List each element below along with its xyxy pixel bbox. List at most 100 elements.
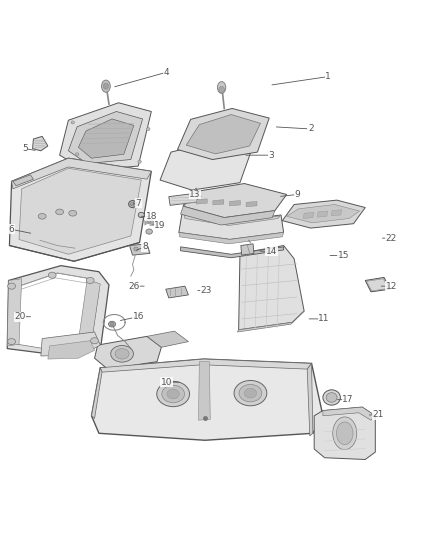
Ellipse shape [56,209,64,215]
Ellipse shape [234,381,267,406]
Ellipse shape [115,349,129,359]
Polygon shape [78,119,134,158]
Polygon shape [183,188,196,206]
Polygon shape [230,200,240,206]
Text: 14: 14 [266,247,277,256]
Ellipse shape [111,345,134,362]
Ellipse shape [8,338,15,345]
Text: 15: 15 [338,251,349,260]
Ellipse shape [162,385,184,403]
Ellipse shape [138,212,145,217]
Ellipse shape [75,153,79,156]
Polygon shape [365,277,390,292]
Polygon shape [92,368,102,418]
Polygon shape [179,232,284,244]
Polygon shape [331,210,342,216]
Ellipse shape [244,389,257,398]
Polygon shape [48,341,95,359]
Ellipse shape [146,229,152,234]
Text: 21: 21 [373,410,384,419]
Polygon shape [179,214,284,239]
Polygon shape [246,201,257,207]
Polygon shape [287,205,360,223]
Ellipse shape [110,322,114,326]
Polygon shape [367,279,389,291]
Polygon shape [307,364,313,436]
Polygon shape [303,212,314,219]
Polygon shape [239,246,304,330]
Text: 17: 17 [342,395,353,404]
Ellipse shape [333,417,357,450]
Text: 6: 6 [9,225,14,234]
Ellipse shape [239,384,262,402]
Ellipse shape [8,283,15,289]
Polygon shape [196,199,207,204]
Ellipse shape [336,422,353,445]
Text: 3: 3 [268,151,274,160]
Polygon shape [95,336,161,369]
Polygon shape [100,359,311,372]
Ellipse shape [91,338,99,344]
Ellipse shape [102,80,110,92]
Polygon shape [317,211,328,217]
Polygon shape [12,158,151,189]
Text: 4: 4 [164,68,170,77]
Polygon shape [13,175,33,185]
Polygon shape [7,265,109,356]
Polygon shape [186,115,261,154]
Text: 5: 5 [22,144,28,153]
Text: 2: 2 [308,125,314,133]
Text: 1: 1 [325,72,331,81]
Polygon shape [60,103,151,171]
Ellipse shape [38,213,46,219]
Polygon shape [237,311,304,332]
Ellipse shape [157,381,190,407]
Ellipse shape [103,83,109,89]
Ellipse shape [131,202,135,206]
Polygon shape [147,331,188,348]
Polygon shape [41,332,100,356]
Polygon shape [32,136,48,151]
Text: 23: 23 [200,286,212,295]
Ellipse shape [219,86,224,93]
Polygon shape [10,158,151,261]
Ellipse shape [167,389,179,399]
Text: 19: 19 [154,221,166,230]
Polygon shape [184,215,280,225]
Ellipse shape [48,272,56,278]
Polygon shape [314,407,375,459]
Text: 7: 7 [135,199,141,208]
Polygon shape [160,141,252,190]
Text: 13: 13 [189,190,201,199]
Polygon shape [169,193,198,205]
Text: 16: 16 [132,312,144,321]
Polygon shape [180,206,275,225]
Text: 26: 26 [128,281,140,290]
Text: 12: 12 [386,281,397,290]
Polygon shape [183,183,287,217]
Polygon shape [241,244,254,255]
Text: 9: 9 [295,190,300,199]
Ellipse shape [134,247,138,251]
Polygon shape [180,247,284,258]
Ellipse shape [129,200,137,207]
Ellipse shape [218,82,226,93]
Text: 8: 8 [142,243,148,252]
Ellipse shape [323,390,340,405]
Polygon shape [213,200,224,205]
Polygon shape [166,286,188,298]
Text: 11: 11 [318,314,329,324]
Polygon shape [78,280,100,343]
Polygon shape [323,407,375,420]
Polygon shape [198,362,210,420]
Text: 22: 22 [386,233,397,243]
Polygon shape [130,244,150,255]
Polygon shape [7,279,21,346]
Polygon shape [19,168,141,254]
Text: 10: 10 [161,378,173,387]
Polygon shape [68,111,143,164]
Text: 18: 18 [145,212,157,221]
Ellipse shape [109,321,116,327]
Ellipse shape [138,160,141,163]
Text: 20: 20 [14,312,26,321]
